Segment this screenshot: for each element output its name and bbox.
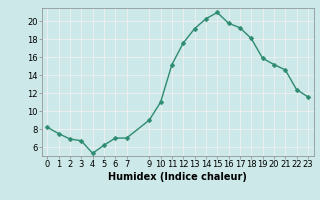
X-axis label: Humidex (Indice chaleur): Humidex (Indice chaleur) (108, 172, 247, 182)
